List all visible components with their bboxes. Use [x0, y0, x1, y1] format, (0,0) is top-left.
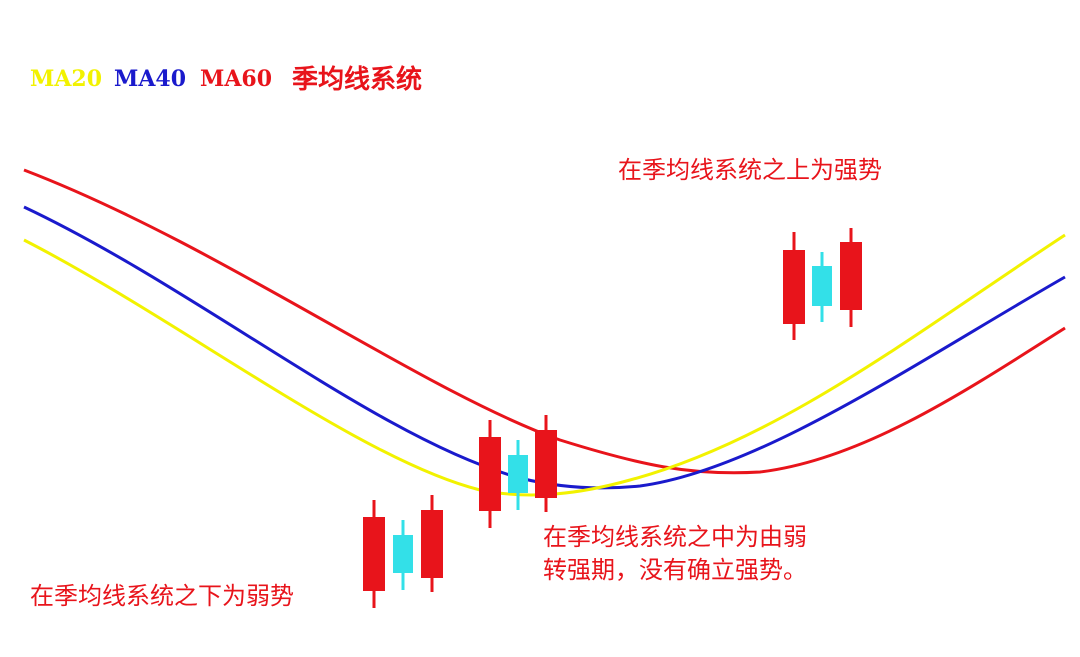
candle-body: [363, 517, 385, 591]
candles-below: [363, 495, 443, 608]
candles-middle: [479, 415, 557, 528]
ma40-line: [23, 205, 1066, 490]
chart-title: 季均线系统: [292, 64, 422, 95]
annotation-above: 在季均线系统之上为强势: [618, 156, 882, 184]
candle-body: [783, 250, 805, 324]
annotation-below: 在季均线系统之下为弱势: [30, 582, 294, 610]
legend-ma20: MA20: [30, 66, 102, 92]
candle-body: [508, 455, 528, 493]
legend-ma60: MA60: [200, 66, 272, 92]
candle-body: [421, 510, 443, 578]
candle-body: [840, 242, 862, 310]
candle-body: [479, 437, 501, 511]
candle-body: [393, 535, 413, 573]
legend: MA20 MA40 MA60 季均线系统: [30, 64, 422, 95]
candles-above: [783, 228, 862, 340]
legend-ma40: MA40: [114, 66, 186, 92]
candle-body: [535, 430, 557, 498]
annotation-middle-line2: 转强期，没有确立强势。: [543, 556, 807, 584]
ma60-line: [23, 168, 1066, 475]
annotation-middle-line1: 在季均线系统之中为由弱: [543, 523, 807, 551]
candle-body: [812, 266, 832, 306]
